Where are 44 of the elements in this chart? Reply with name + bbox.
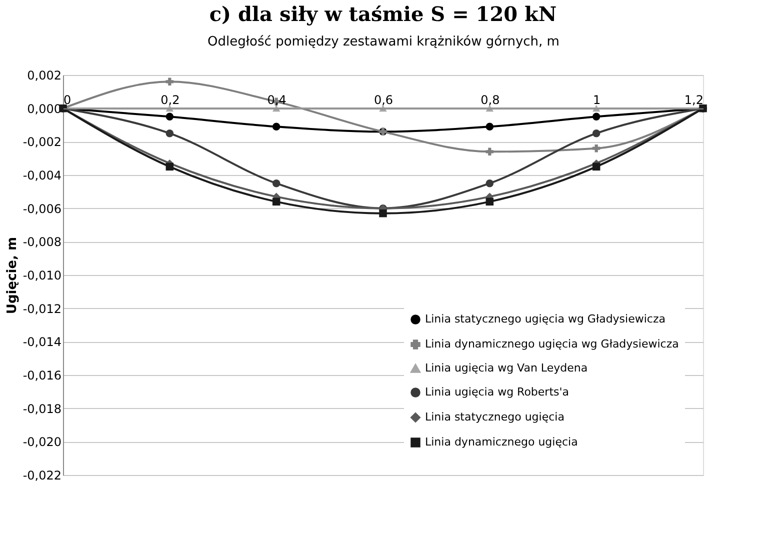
point: [486, 179, 494, 188]
x-axis-title: Odległość pomiędzy zestawami krążników górnych, m: [208, 34, 560, 50]
point: [486, 122, 494, 131]
legend-label: Linia ugięcia wg Roberts'a: [425, 386, 570, 398]
y-tick-label: -0,016: [22, 368, 62, 382]
point: [272, 122, 280, 131]
x-tick-label: 0,6: [374, 92, 394, 107]
y-tick-label: -0,014: [22, 335, 62, 350]
legend-label: Linia dynamicznego ugięcia wg Gładysiewicza: [425, 338, 679, 350]
legend-label: Linia statycznego ugięcia: [425, 410, 564, 424]
y-tick-label: -0,008: [22, 235, 62, 250]
legend-label: Linia statycznego ugięcia wg Gładysiewicza: [425, 312, 666, 326]
x-tick-label: 0,2: [160, 92, 180, 107]
point: [486, 198, 494, 206]
x-tick-label: 0,8: [480, 92, 500, 107]
y-tick-label: -0,006: [22, 202, 62, 216]
point: [486, 148, 494, 156]
point: [272, 179, 280, 188]
y-tick-label: -0,012: [22, 302, 62, 316]
point: [272, 198, 280, 206]
y-tick-label: -0,020: [22, 435, 62, 450]
y-tick-label: -0,022: [22, 468, 62, 482]
point: [592, 112, 600, 121]
chart-title: c) dla siły w taśmie S = 120 kN: [209, 2, 557, 26]
x-tick-label: 1: [593, 92, 601, 107]
point: [592, 162, 600, 171]
x-tick-label: 0: [64, 92, 72, 107]
point: [166, 112, 174, 121]
point: [166, 162, 174, 171]
point: [592, 144, 600, 152]
legend-label: Linia dynamicznego ugięcia: [425, 436, 578, 448]
y-tick-label: 0,002: [27, 68, 62, 82]
y-tick-label: -0,004: [22, 168, 62, 182]
point: [166, 129, 174, 138]
x-tick-label: 1,2: [684, 92, 704, 107]
point: [379, 209, 387, 218]
y-axis-title: Ugięcie, m: [4, 236, 20, 314]
point: [166, 78, 174, 86]
y-tick-label: -0,010: [22, 268, 62, 282]
point: [592, 129, 600, 138]
y-tick-label: -0,002: [22, 135, 62, 150]
x-tick-label: 0,4: [267, 92, 286, 107]
y-tick-label: -0,018: [22, 402, 62, 416]
legend-label: Linia ugięcia wg Van Leydena: [425, 362, 588, 374]
